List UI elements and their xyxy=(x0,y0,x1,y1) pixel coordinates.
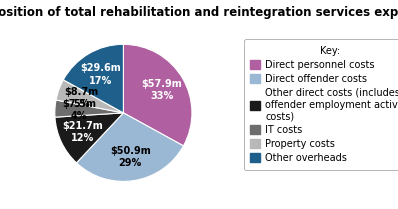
Wedge shape xyxy=(76,113,183,181)
Text: $57.9m
33%: $57.9m 33% xyxy=(141,79,182,101)
Text: $50.9m
29%: $50.9m 29% xyxy=(110,146,151,168)
Text: $29.6m
17%: $29.6m 17% xyxy=(80,63,121,86)
Wedge shape xyxy=(123,44,192,146)
Text: $8.7m
5%: $8.7m 5% xyxy=(64,87,99,109)
Text: $7.5m
4%: $7.5m 4% xyxy=(62,99,96,121)
Wedge shape xyxy=(55,100,123,117)
Text: Composition of total rehabilitation and reintegration services expenses: Composition of total rehabilitation and … xyxy=(0,6,398,19)
Legend: Direct personnel costs, Direct offender costs, Other direct costs (includes
offe: Direct personnel costs, Direct offender … xyxy=(244,40,398,169)
Text: $21.7m
12%: $21.7m 12% xyxy=(63,121,103,143)
Wedge shape xyxy=(56,80,123,113)
Wedge shape xyxy=(63,44,123,113)
Wedge shape xyxy=(55,113,123,163)
